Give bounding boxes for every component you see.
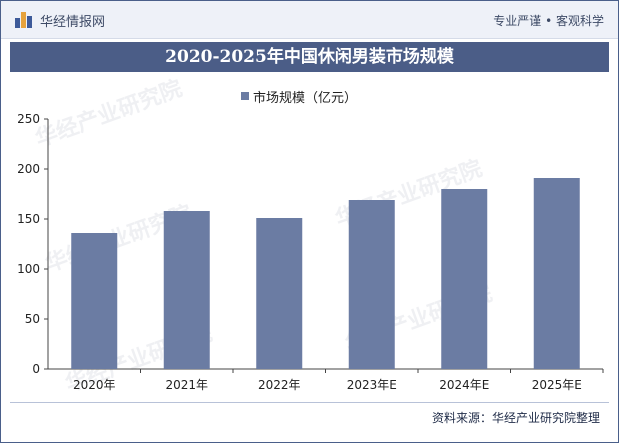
bar-6 — [533, 178, 580, 369]
y-tick-label: 250 — [17, 112, 40, 126]
bar-3 — [256, 218, 303, 369]
bar-5 — [441, 189, 488, 369]
x-tick-label: 2024年E — [439, 378, 489, 392]
y-tick-label: 50 — [25, 312, 40, 326]
chart-title: 2020-2025年中国休闲男装市场规模 — [10, 42, 609, 72]
header-bar: 华经情报网 专业严谨 • 客观科学 — [1, 1, 618, 39]
legend-swatch — [241, 92, 249, 100]
bar-chart: 0 50 100 150 200 250 2020年 2021年 2022年 2023年E 2024… — [17, 112, 604, 392]
legend-label: 市场规模（亿元） — [253, 90, 358, 106]
bar-2 — [163, 211, 210, 369]
logo-text: 华经情报网 — [40, 14, 106, 30]
x-tick-label: 2020年 — [73, 378, 116, 392]
x-tick-label: 2025年E — [532, 378, 582, 392]
y-tick-label: 150 — [17, 212, 40, 226]
x-tick-label: 2022年 — [258, 378, 301, 392]
bar-1 — [71, 233, 118, 369]
y-tick-label: 100 — [17, 262, 40, 276]
legend: 市场规模（亿元） — [241, 88, 358, 106]
logo-bars-icon — [15, 12, 33, 28]
y-tick-label: 200 — [17, 162, 40, 176]
slogan: 专业严谨 • 客观科学 — [493, 14, 604, 28]
logo: 华经情报网 — [15, 11, 106, 30]
source-note: 资料来源：华经产业研究院整理 — [431, 411, 600, 425]
x-tick-label: 2021年 — [165, 378, 208, 392]
bar-4 — [348, 200, 395, 369]
y-tick-label: 0 — [32, 362, 40, 376]
x-tick-label: 2023年E — [347, 378, 397, 392]
footer-divider — [10, 402, 609, 403]
